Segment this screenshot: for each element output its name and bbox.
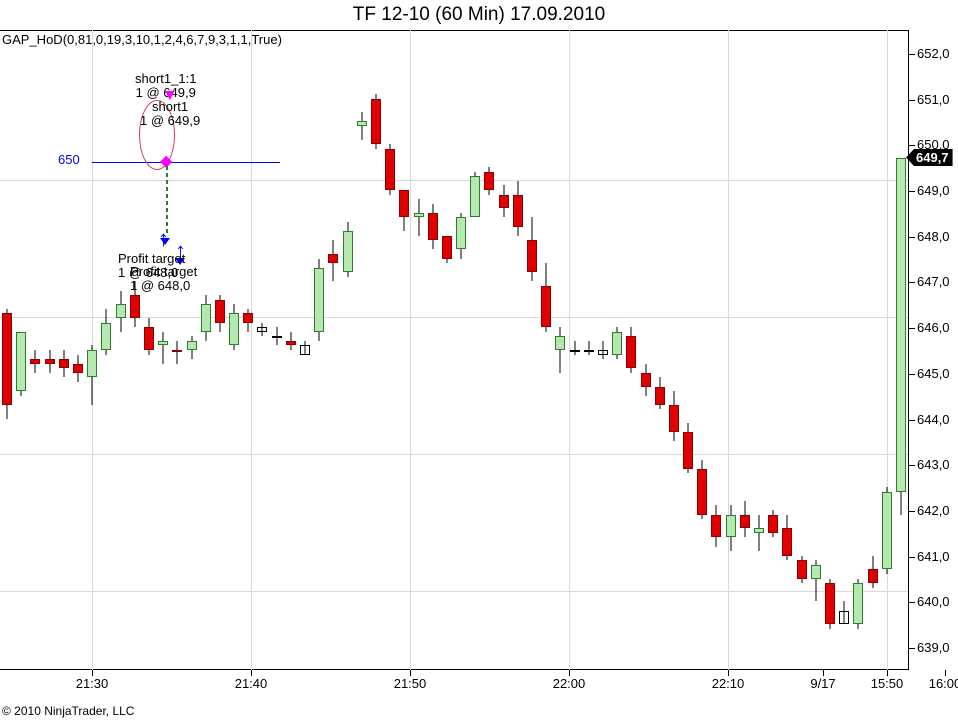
chart-title: TF 12-10 (60 Min) 17.09.2010 [0, 4, 958, 26]
price-tick-649: 649,0 [909, 183, 958, 198]
price-tick-641: 641,0 [909, 549, 958, 564]
level-650-line [92, 162, 280, 163]
profit-target-annotation-2: Profit target 1 @ 648,0 [130, 265, 197, 293]
short-annotation-2: short1 1 @ 649,9 [140, 100, 200, 128]
gridline-vertical [410, 30, 411, 670]
time-tick-21-50: 21:50 [394, 676, 427, 691]
price-tick-646: 646,0 [909, 320, 958, 335]
indicator-label: GAP_HoD(0,81,0,19,3,10,1,2,4,6,7,9,3,1,1… [2, 32, 282, 47]
blue-up-arrow-icon-1: ↑ [158, 228, 169, 250]
chart-window: TF 12-10 (60 Min) 17.09.2010 GAP_HoD(0,8… [0, 0, 958, 720]
price-tick-639: 639,0 [909, 640, 958, 655]
gridline-horizontal [0, 454, 908, 455]
time-tick-21-30: 21:30 [76, 676, 109, 691]
time-tick-9-17: 9/17 [810, 676, 835, 691]
gridline-horizontal [0, 591, 908, 592]
magenta-down-arrow-icon: ▼ [162, 88, 178, 104]
time-tick-16-00: 16:00 [929, 676, 958, 691]
gridline-vertical [728, 30, 729, 670]
price-axis[interactable]: 652,0 651,0 650,0 649,0 648,0 647,0 646,0 645,0… [908, 30, 958, 670]
price-tick-652: 652,0 [909, 46, 958, 61]
level-650-label: 650 [58, 152, 80, 167]
time-tick-15-50: 15:50 [871, 676, 904, 691]
copyright-label: © 2010 NinjaTrader, LLC [2, 704, 134, 718]
time-tick-22-00: 22:00 [553, 676, 586, 691]
price-tick-643: 643,0 [909, 457, 958, 472]
gridline-vertical [887, 30, 888, 670]
plot-area[interactable]: GAP_HoD(0,81,0,19,3,10,1,2,4,6,7,9,3,1,1… [0, 30, 908, 670]
price-tick-650: 650,0 [909, 137, 958, 152]
price-tick-644: 644,0 [909, 412, 958, 427]
time-axis[interactable]: 21:30 21:40 21:50 22:00 22:10 9/17 15:50 16:00 [0, 670, 908, 720]
gridline-vertical [251, 30, 252, 670]
price-tick-651: 651,0 [909, 92, 958, 107]
price-tick-640: 640,0 [909, 594, 958, 609]
gridline-horizontal [0, 180, 908, 181]
time-tick-22-10: 22:10 [712, 676, 745, 691]
price-tick-642: 642,0 [909, 503, 958, 518]
time-tick-21-40: 21:40 [235, 676, 268, 691]
price-tick-647: 647,0 [909, 274, 958, 289]
price-tick-648: 648,0 [909, 229, 958, 244]
price-tick-645: 645,0 [909, 366, 958, 381]
